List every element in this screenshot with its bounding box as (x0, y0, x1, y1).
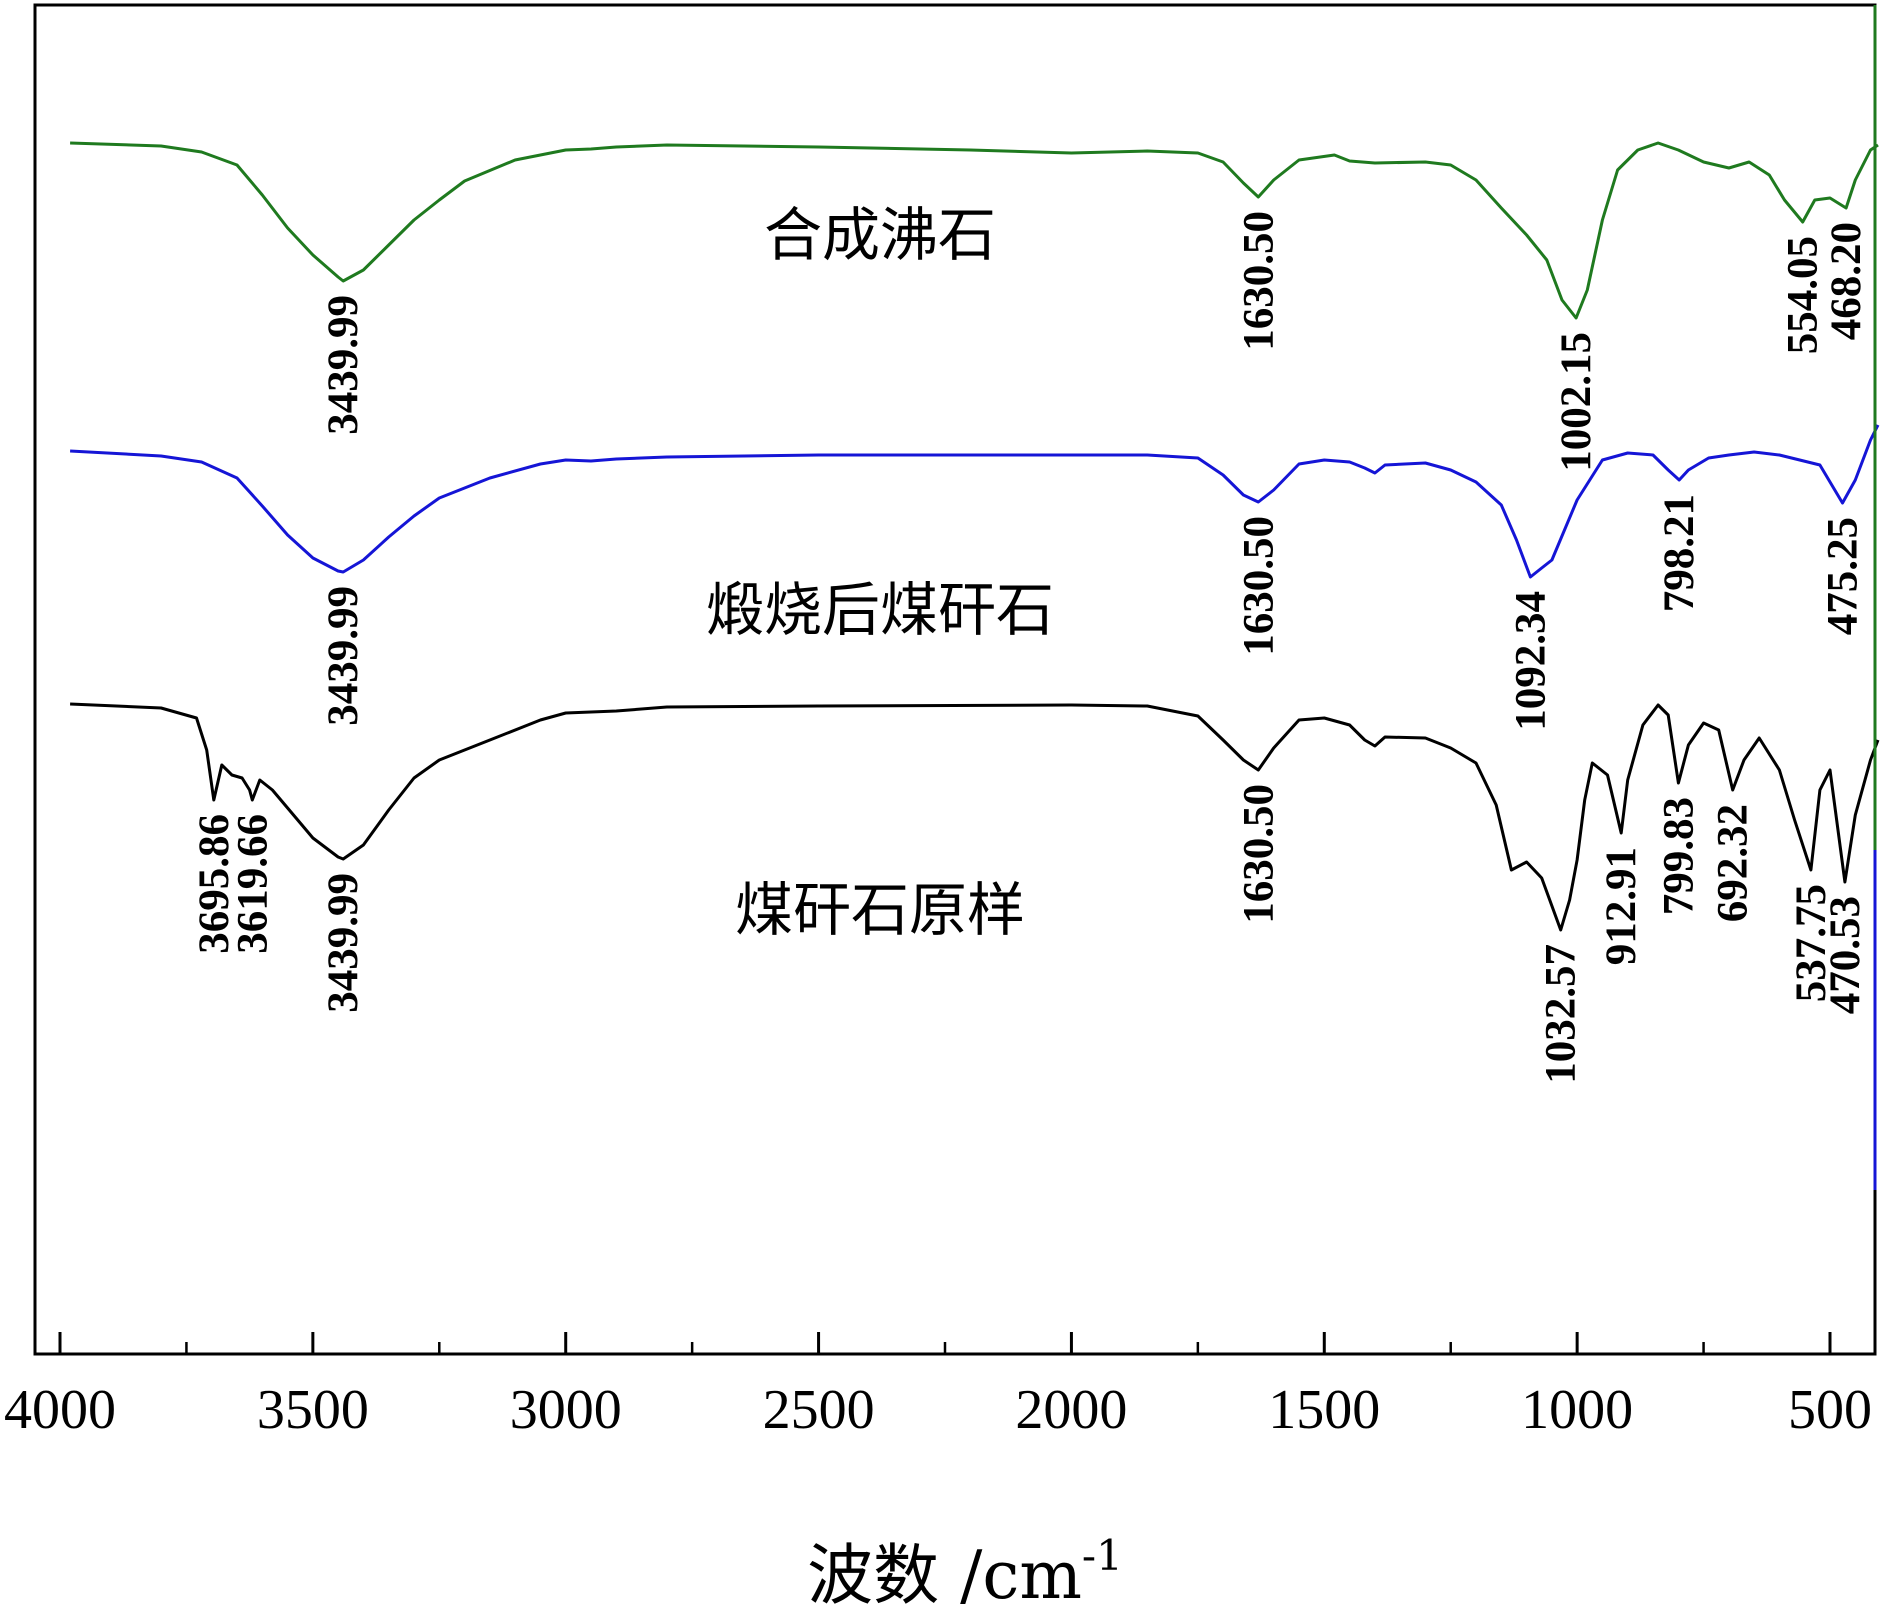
peak-annotation: 3695.86 (191, 814, 238, 954)
peak-label: 3439.99 (320, 295, 367, 435)
peak-annotation: 1032.57 (1538, 944, 1585, 1084)
x-axis-ticks (58, 1332, 1832, 1354)
x-axis-title: 波数 /cm-1 (807, 1531, 1123, 1614)
peak-annotation: 1092.34 (1507, 591, 1554, 731)
x-tick-label: 500 (1788, 1379, 1872, 1441)
peak-label: 3439.99 (320, 873, 367, 1013)
peak-annotation: 470.53 (1822, 896, 1869, 1014)
series-name-green: 合成沸石 (764, 201, 996, 269)
peak-label: 1630.50 (1235, 211, 1282, 351)
peak-label: 1032.57 (1538, 944, 1585, 1084)
peak-label: 475.25 (1820, 517, 1867, 635)
peak-label: 692.32 (1710, 804, 1757, 922)
peak-label: 1002.15 (1553, 332, 1600, 472)
peak-label: 554.05 (1780, 236, 1827, 354)
series-name-blue: 煅烧后煤矸石 (706, 576, 1054, 644)
peak-label: 1630.50 (1235, 784, 1282, 924)
x-tick-label: 1500 (1268, 1379, 1380, 1441)
peak-annotation: 1630.50 (1235, 784, 1282, 924)
peak-label: 3619.66 (229, 814, 276, 954)
peak-label: 3695.86 (191, 814, 238, 954)
x-axis-title-unit: /cm (939, 1537, 1082, 1614)
series-name-black: 煤矸石原样 (735, 876, 1025, 944)
peak-annotation: 799.83 (1655, 797, 1702, 915)
x-axis-tick-labels: 4000 3500 3000 2500 2000 1500 1000 500 (4, 1379, 1872, 1441)
series-line-black (70, 702, 1880, 932)
peak-label: 468.20 (1823, 222, 1870, 340)
peak-annotation: 3619.66 (229, 814, 276, 954)
peak-annotation: 537.75 (1788, 884, 1835, 1002)
x-axis-title-superscript: -1 (1082, 1531, 1123, 1580)
peak-annotation: 692.32 (1710, 804, 1757, 922)
series-layer (70, 141, 1880, 932)
peak-label: 799.83 (1655, 797, 1702, 915)
peak-annotation: 912.91 (1598, 847, 1645, 965)
peak-annotation: 554.05 (1780, 236, 1827, 354)
peak-annotation: 798.21 (1656, 494, 1703, 612)
peak-annotation: 1630.50 (1235, 211, 1282, 351)
peak-label: 470.53 (1822, 896, 1869, 1014)
peak-annotation: 3439.99 (320, 873, 367, 1013)
peak-annotation: 3439.99 (320, 586, 367, 726)
x-tick-label: 2000 (1015, 1379, 1127, 1441)
x-tick-label: 1000 (1521, 1379, 1633, 1441)
x-axis-title-main: 波数 (807, 1537, 939, 1614)
peak-label: 1630.50 (1235, 516, 1282, 656)
x-tick-label: 2500 (763, 1379, 875, 1441)
peak-label: 1092.34 (1507, 591, 1554, 731)
peak-annotation: 1630.50 (1235, 516, 1282, 656)
peak-label: 798.21 (1656, 494, 1703, 612)
peak-label: 537.75 (1788, 884, 1835, 1002)
x-tick-label: 3500 (257, 1379, 369, 1441)
peak-annotation: 3439.99 (320, 295, 367, 435)
x-tick-label: 3000 (510, 1379, 622, 1441)
peak-annotation: 468.20 (1823, 222, 1870, 340)
series-line-blue (70, 424, 1880, 579)
peak-label: 3439.99 (320, 586, 367, 726)
peak-annotation: 1002.15 (1553, 332, 1600, 472)
series-line-green (70, 141, 1879, 320)
peak-annotation: 475.25 (1820, 517, 1867, 635)
peak-label: 912.91 (1598, 847, 1645, 965)
x-tick-label: 4000 (4, 1379, 116, 1441)
